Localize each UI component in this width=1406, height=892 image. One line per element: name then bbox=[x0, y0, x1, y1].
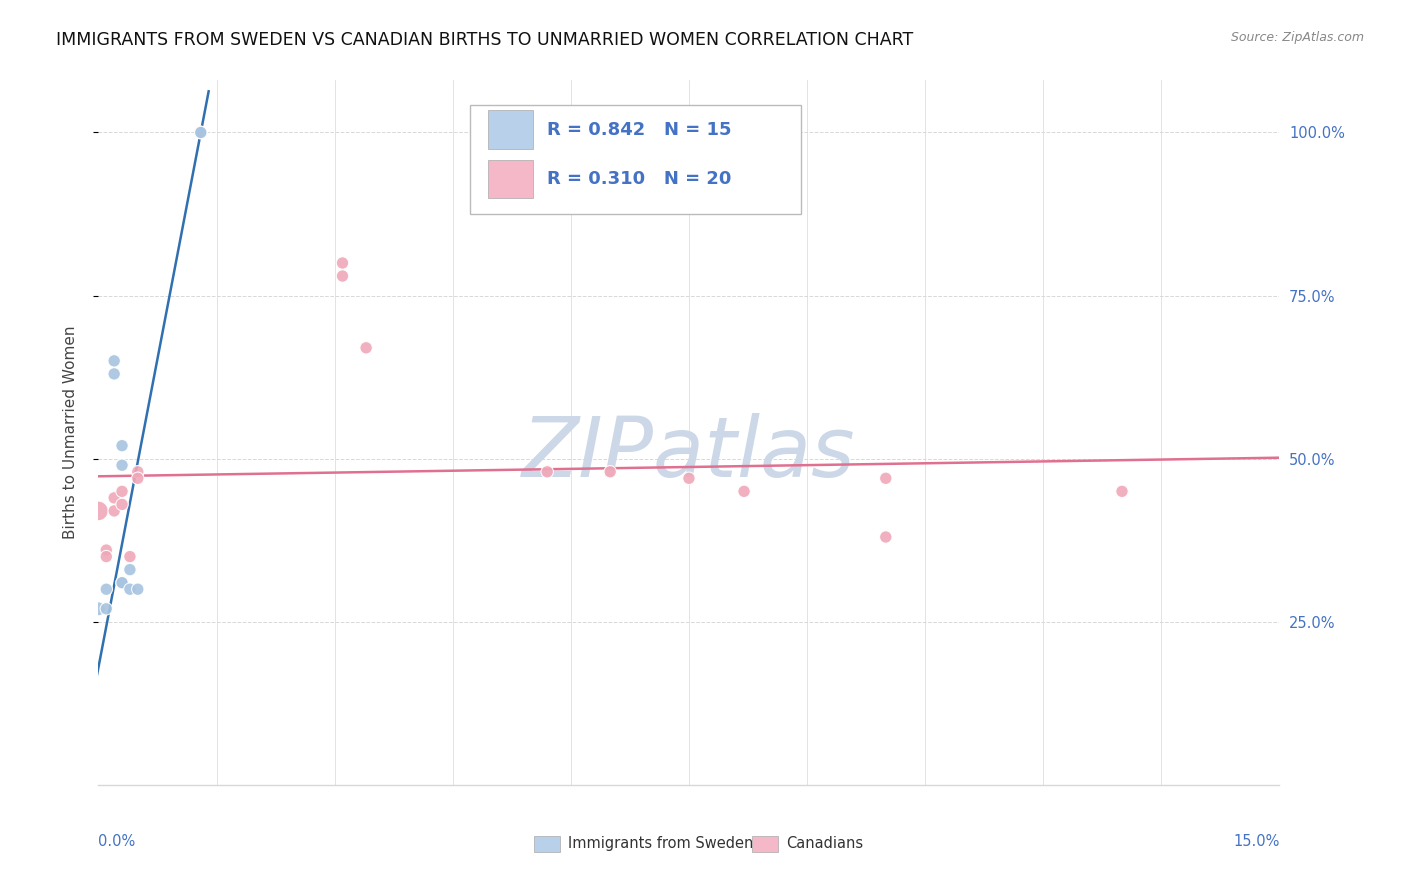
Point bbox=[875, 530, 897, 544]
Text: 15.0%: 15.0% bbox=[1233, 834, 1279, 849]
Point bbox=[87, 504, 110, 518]
Point bbox=[111, 575, 134, 590]
Bar bbox=[488, 111, 533, 149]
Point bbox=[190, 126, 212, 140]
Point bbox=[96, 602, 118, 616]
Point bbox=[190, 126, 212, 140]
Point bbox=[111, 497, 134, 511]
Point bbox=[875, 471, 897, 485]
Point bbox=[127, 582, 149, 597]
Point bbox=[87, 602, 110, 616]
Point bbox=[103, 354, 125, 368]
Text: R = 0.842   N = 15: R = 0.842 N = 15 bbox=[547, 120, 731, 138]
Y-axis label: Births to Unmarried Women: Births to Unmarried Women bbox=[63, 326, 77, 540]
Text: Source: ZipAtlas.com: Source: ZipAtlas.com bbox=[1230, 31, 1364, 45]
Point bbox=[111, 484, 134, 499]
Point bbox=[127, 471, 149, 485]
Point bbox=[103, 504, 125, 518]
Point bbox=[332, 268, 354, 283]
Point bbox=[96, 543, 118, 558]
Point bbox=[118, 563, 141, 577]
Point bbox=[103, 491, 125, 505]
FancyBboxPatch shape bbox=[471, 105, 801, 214]
Point bbox=[111, 439, 134, 453]
Point bbox=[96, 582, 118, 597]
Point bbox=[118, 582, 141, 597]
Point bbox=[678, 471, 700, 485]
Point bbox=[190, 126, 212, 140]
Point bbox=[96, 549, 118, 564]
Point bbox=[111, 458, 134, 473]
Point bbox=[118, 549, 141, 564]
Text: IMMIGRANTS FROM SWEDEN VS CANADIAN BIRTHS TO UNMARRIED WOMEN CORRELATION CHART: IMMIGRANTS FROM SWEDEN VS CANADIAN BIRTH… bbox=[56, 31, 914, 49]
Point bbox=[332, 256, 354, 270]
Point bbox=[354, 341, 377, 355]
Point bbox=[599, 465, 621, 479]
Text: ZIPatlas: ZIPatlas bbox=[522, 413, 856, 494]
Point bbox=[103, 367, 125, 381]
Point bbox=[536, 465, 558, 479]
Point bbox=[733, 484, 755, 499]
Point bbox=[1111, 484, 1133, 499]
Text: R = 0.310   N = 20: R = 0.310 N = 20 bbox=[547, 170, 731, 188]
Text: Canadians: Canadians bbox=[786, 837, 863, 851]
Text: 0.0%: 0.0% bbox=[98, 834, 135, 849]
Text: Immigrants from Sweden: Immigrants from Sweden bbox=[568, 837, 754, 851]
Point bbox=[127, 465, 149, 479]
Point bbox=[111, 575, 134, 590]
Bar bbox=[488, 160, 533, 198]
